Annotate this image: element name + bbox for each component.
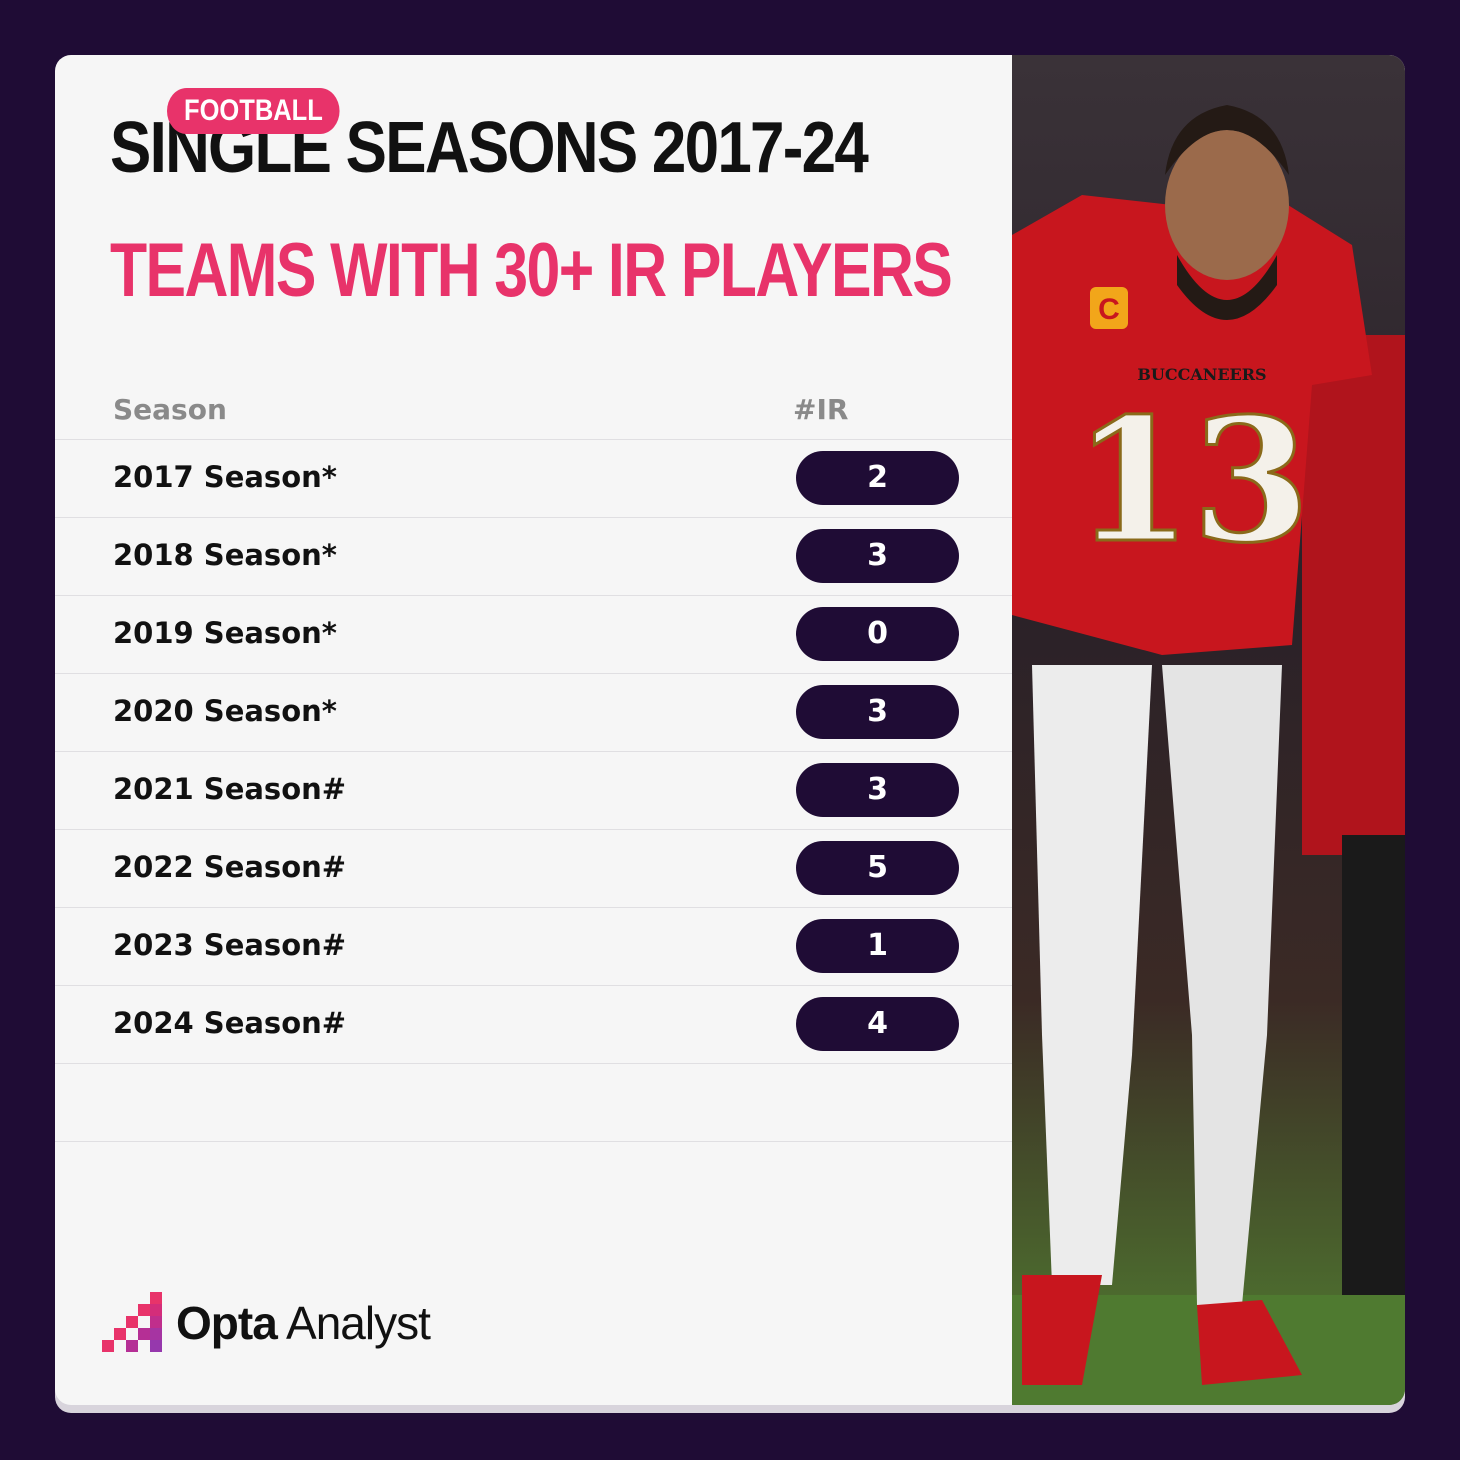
jersey-number: 13 xyxy=(1074,381,1311,581)
ir-count-pill: 1 xyxy=(796,919,959,973)
ir-count-pill: 3 xyxy=(796,529,959,583)
ir-count-pill: 5 xyxy=(796,841,959,895)
season-label: 2021 Season# xyxy=(113,772,347,806)
table-row: 2020 Season* 3 xyxy=(55,674,1012,752)
season-label: 2019 Season* xyxy=(113,616,337,650)
logo-bold-text: Opta xyxy=(176,1297,278,1349)
table-body: 2017 Season* 2 2018 Season* 3 2019 Seaso… xyxy=(55,440,1012,1142)
column-header-ir: #IR xyxy=(793,393,849,426)
category-badge: FOOTBALL xyxy=(167,88,340,134)
table-row: 2017 Season* 2 xyxy=(55,440,1012,518)
teammate-silhouette xyxy=(1302,335,1405,855)
season-label: 2022 Season# xyxy=(113,850,347,884)
ir-count-pill: 2 xyxy=(796,451,959,505)
player-photo: C BUCCANEERS 13 xyxy=(1012,55,1405,1405)
jersey-team-text: BUCCANEERS xyxy=(1137,365,1266,384)
table-row: 2021 Season# 3 xyxy=(55,752,1012,830)
table-header: Season #IR xyxy=(55,385,1012,440)
left-leg xyxy=(1032,665,1152,1285)
player-hair xyxy=(1165,105,1289,175)
player-head xyxy=(1165,130,1289,280)
left-shoe xyxy=(1022,1275,1102,1385)
column-header-season: Season xyxy=(113,393,227,426)
teammate-legs xyxy=(1342,835,1405,1315)
infographic-card: FOOTBALL SINGLE SEASONS 2017-24 TEAMS WI… xyxy=(55,55,1405,1405)
page-subtitle: TEAMS WITH 30+ IR PLAYERS xyxy=(110,228,953,313)
table-row: 2019 Season* 0 xyxy=(55,596,1012,674)
table-row-empty xyxy=(55,1064,1012,1142)
table-row: 2024 Season# 4 xyxy=(55,986,1012,1064)
table-row: 2018 Season* 3 xyxy=(55,518,1012,596)
logo-light-text: Analyst xyxy=(286,1297,431,1349)
player-illustration: C BUCCANEERS 13 xyxy=(1012,105,1405,1405)
season-label: 2018 Season* xyxy=(113,538,337,572)
right-shoe xyxy=(1197,1300,1302,1385)
ir-count-pill: 3 xyxy=(796,685,959,739)
table-row: 2023 Season# 1 xyxy=(55,908,1012,986)
season-label: 2024 Season# xyxy=(113,1006,347,1040)
right-leg xyxy=(1162,665,1282,1305)
captain-patch xyxy=(1090,287,1128,329)
ir-count-pill: 3 xyxy=(796,763,959,817)
player-beard xyxy=(1177,255,1277,320)
ir-count-pill: 0 xyxy=(796,607,959,661)
captain-letter: C xyxy=(1098,293,1120,326)
season-label: 2017 Season* xyxy=(113,460,337,494)
ir-count-pill: 4 xyxy=(796,997,959,1051)
season-label: 2020 Season* xyxy=(113,694,337,728)
table-panel: FOOTBALL SINGLE SEASONS 2017-24 TEAMS WI… xyxy=(55,55,1012,1405)
table-row: 2022 Season# 5 xyxy=(55,830,1012,908)
season-label: 2023 Season# xyxy=(113,928,347,962)
opta-logo-icon xyxy=(102,1292,162,1352)
logo-wordmark: Opta Analyst xyxy=(176,1296,431,1350)
